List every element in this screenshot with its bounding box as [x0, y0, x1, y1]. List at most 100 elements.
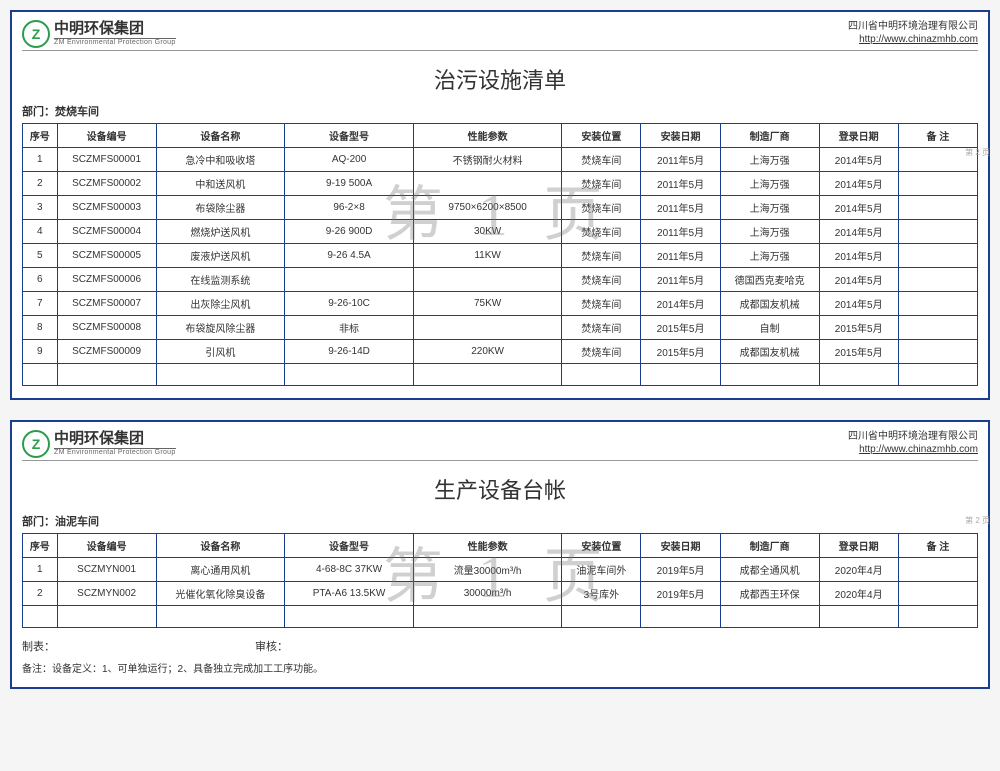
table-cell: [641, 364, 720, 386]
table-cell: 2011年5月: [641, 268, 720, 292]
table-cell: [898, 340, 977, 364]
doc-pollution-control: Z 中明环保集团 ZM Environmental Protection Gro…: [10, 10, 990, 400]
table-cell: 8: [23, 316, 58, 340]
table-cell: 焚烧车间: [562, 316, 641, 340]
table-cell: 上海万强: [720, 148, 819, 172]
table-cell: 2014年5月: [819, 292, 898, 316]
table-cell: 成都西王环保: [720, 582, 819, 606]
table-cell: 中和送风机: [156, 172, 285, 196]
table-cell: 焚烧车间: [562, 172, 641, 196]
table-cell: 燃烧炉送风机: [156, 220, 285, 244]
table-cell: 2: [23, 582, 58, 606]
table-cell: 引风机: [156, 340, 285, 364]
table-cell: [23, 606, 58, 628]
table-cell: [898, 558, 977, 582]
table-cell: [285, 606, 414, 628]
logo-cn: 中明环保集团: [54, 21, 176, 39]
table-cell: 4: [23, 220, 58, 244]
table-cell: [413, 268, 561, 292]
company-url: http://www.chinazmhb.com: [848, 33, 978, 46]
column-header: 设备编号: [57, 124, 156, 148]
company-block: 四川省中明环境治理有限公司 http://www.chinazmhb.com: [848, 20, 978, 46]
table-row: 2SCZMYN002光催化氧化除臭设备PTA-A6 13.5KW30000m³/…: [23, 582, 978, 606]
table-row: 6SCZMFS00006在线监测系统焚烧车间2011年5月德国西克麦哈克2014…: [23, 268, 978, 292]
table-cell: 2011年5月: [641, 172, 720, 196]
doc1-table: 序号设备编号设备名称设备型号性能参数安装位置安装日期制造厂商登录日期备 注 1S…: [22, 123, 978, 386]
table-cell: 自制: [720, 316, 819, 340]
column-header: 设备编号: [57, 534, 156, 558]
logo-icon: Z: [22, 20, 50, 48]
table-cell: [285, 364, 414, 386]
table-row: 1SCZMFS00001急冷中和吸收塔AQ-200不锈钢耐火材料焚烧车间2011…: [23, 148, 978, 172]
table-cell: 上海万强: [720, 220, 819, 244]
table-cell: 96-2×8: [285, 196, 414, 220]
table-row: 1SCZMYN001离心通用风机4-68-8C 37KW流量30000m³/h油…: [23, 558, 978, 582]
table-cell: 9-26-10C: [285, 292, 414, 316]
table-cell: 4-68-8C 37KW: [285, 558, 414, 582]
table-cell: 30KW: [413, 220, 561, 244]
table-cell: 9-26 900D: [285, 220, 414, 244]
logo-block: Z 中明环保集团 ZM Environmental Protection Gro…: [22, 430, 176, 458]
table-cell: SCZMFS00007: [57, 292, 156, 316]
table-cell: [819, 606, 898, 628]
table-cell: PTA-A6 13.5KW: [285, 582, 414, 606]
table-cell: 焚烧车间: [562, 148, 641, 172]
column-header: 制造厂商: [720, 534, 819, 558]
table-cell: 上海万强: [720, 244, 819, 268]
table-cell: 3号库外: [562, 582, 641, 606]
table-cell: SCZMFS00008: [57, 316, 156, 340]
table-cell: 2015年5月: [641, 340, 720, 364]
dept-value: 油泥车间: [55, 516, 99, 528]
logo-en: ZM Environmental Protection Group: [54, 449, 176, 457]
logo-icon: Z: [22, 430, 50, 458]
table-cell: 成都国友机械: [720, 292, 819, 316]
table-row: 3SCZMFS00003布袋除尘器96-2×89750×6200×8500焚烧车…: [23, 196, 978, 220]
table-cell: [898, 606, 977, 628]
table-cell: 光催化氧化除臭设备: [156, 582, 285, 606]
table-row: [23, 364, 978, 386]
table-cell: SCZMFS00002: [57, 172, 156, 196]
table-cell: [57, 364, 156, 386]
table-cell: 布袋旋风除尘器: [156, 316, 285, 340]
table-row: 4SCZMFS00004燃烧炉送风机9-26 900D30KW焚烧车间2011年…: [23, 220, 978, 244]
doc1-title: 治污设施清单: [22, 57, 978, 103]
table-cell: [898, 316, 977, 340]
company-block: 四川省中明环境治理有限公司 http://www.chinazmhb.com: [848, 430, 978, 456]
table-header-row: 序号设备编号设备名称设备型号性能参数安装位置安装日期制造厂商登录日期备 注: [23, 534, 978, 558]
column-header: 制造厂商: [720, 124, 819, 148]
table-cell: 6: [23, 268, 58, 292]
checked-by-label: 审核：: [255, 638, 288, 654]
table-cell: SCZMFS00006: [57, 268, 156, 292]
table-cell: 2: [23, 172, 58, 196]
table-cell: [413, 172, 561, 196]
doc1-dept: 部门：焚烧车间: [22, 103, 978, 123]
table-cell: [720, 606, 819, 628]
company-name: 四川省中明环境治理有限公司: [848, 430, 978, 443]
table-cell: 220KW: [413, 340, 561, 364]
table-row: 2SCZMFS00002中和送风机9-19 500A焚烧车间2011年5月上海万…: [23, 172, 978, 196]
doc2-table: 序号设备编号设备名称设备型号性能参数安装位置安装日期制造厂商登录日期备 注 1S…: [22, 533, 978, 628]
table-row: 8SCZMFS00008布袋旋风除尘器非标焚烧车间2015年5月自制2015年5…: [23, 316, 978, 340]
table-cell: 30000m³/h: [413, 582, 561, 606]
doc2-dept: 部门：油泥车间: [22, 513, 978, 533]
table-cell: 非标: [285, 316, 414, 340]
dept-value: 焚烧车间: [55, 106, 99, 118]
column-header: 序号: [23, 534, 58, 558]
table-cell: 2011年5月: [641, 196, 720, 220]
table-cell: [413, 606, 561, 628]
table-cell: 流量30000m³/h: [413, 558, 561, 582]
side-tab: 第 2 页: [965, 147, 990, 158]
table-cell: 2014年5月: [819, 172, 898, 196]
table-cell: 9750×6200×8500: [413, 196, 561, 220]
table-cell: SCZMFS00009: [57, 340, 156, 364]
company-name: 四川省中明环境治理有限公司: [848, 20, 978, 33]
column-header: 安装位置: [562, 124, 641, 148]
table-cell: 焚烧车间: [562, 196, 641, 220]
table-cell: SCZMFS00005: [57, 244, 156, 268]
table-cell: 11KW: [413, 244, 561, 268]
table-cell: 焚烧车间: [562, 220, 641, 244]
doc-header: Z 中明环保集团 ZM Environmental Protection Gro…: [22, 430, 978, 461]
table-cell: 2019年5月: [641, 582, 720, 606]
table-cell: SCZMYN002: [57, 582, 156, 606]
table-cell: 废液炉送风机: [156, 244, 285, 268]
